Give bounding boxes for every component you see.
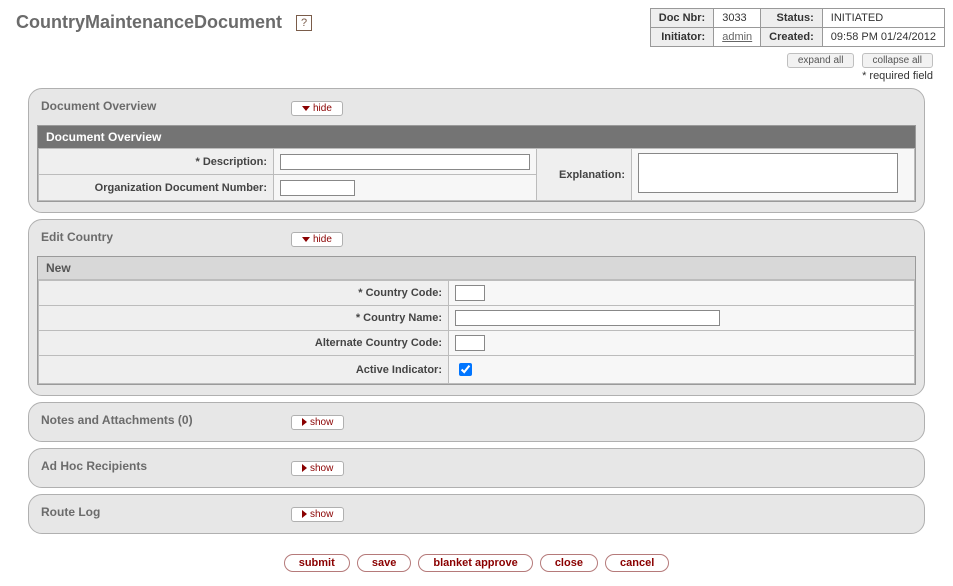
toggle-label: hide	[313, 103, 332, 114]
submit-button[interactable]: submit	[284, 554, 350, 572]
section-notes-attachments: Notes and Attachments (0) show	[28, 402, 925, 442]
chevron-right-icon	[302, 510, 307, 518]
required-asterisk: *	[358, 287, 362, 299]
chevron-right-icon	[302, 464, 307, 472]
alt-country-code-label: Alternate Country Code:	[315, 337, 442, 349]
toggle-label: show	[310, 463, 333, 474]
page-title-text: CountryMaintenanceDocument	[16, 12, 282, 33]
country-code-label: Country Code:	[366, 287, 442, 299]
section-edit-country: Edit Country hide New * Country Code:	[28, 219, 925, 396]
status-value: INITIATED	[822, 9, 944, 28]
required-asterisk: *	[195, 156, 199, 168]
section-adhoc-recipients: Ad Hoc Recipients show	[28, 448, 925, 488]
show-button-adhoc[interactable]: show	[291, 461, 344, 476]
description-input[interactable]	[280, 154, 530, 170]
action-button-row: submit save blanket approve close cancel	[28, 540, 925, 578]
org-doc-num-input[interactable]	[280, 180, 355, 196]
chevron-down-icon	[302, 106, 310, 111]
tab-title-route-log: Route Log	[41, 501, 291, 527]
toggle-label: show	[310, 417, 333, 428]
required-field-note: * required field	[8, 68, 945, 88]
tab-title-notes: Notes and Attachments (0)	[41, 409, 291, 435]
created-value: 09:58 PM 01/24/2012	[822, 28, 944, 47]
org-doc-num-label: Organization Document Number:	[95, 182, 267, 194]
initiator-label: Initiator:	[650, 28, 713, 47]
bar-new: New	[38, 257, 915, 280]
alt-country-code-input[interactable]	[455, 335, 485, 351]
country-name-input[interactable]	[455, 310, 720, 326]
tab-title-edit-country: Edit Country	[41, 226, 291, 252]
country-name-label: Country Name:	[363, 312, 442, 324]
created-label: Created:	[761, 28, 823, 47]
bar-document-overview: Document Overview	[38, 126, 915, 148]
active-indicator-checkbox[interactable]	[459, 363, 472, 376]
help-icon[interactable]: ?	[296, 15, 312, 31]
active-indicator-label: Active Indicator:	[356, 364, 442, 376]
expand-all-button[interactable]: expand all	[787, 53, 855, 68]
doc-nbr-value: 3033	[714, 9, 761, 28]
tab-title-document-overview: Document Overview	[41, 95, 291, 121]
cancel-button[interactable]: cancel	[605, 554, 669, 572]
section-route-log: Route Log show	[28, 494, 925, 534]
show-button-route-log[interactable]: show	[291, 507, 344, 522]
hide-button-document-overview[interactable]: hide	[291, 101, 343, 116]
description-label: Description:	[203, 156, 267, 168]
status-label: Status:	[761, 9, 823, 28]
toggle-label: show	[310, 509, 333, 520]
page-title: CountryMaintenanceDocument ?	[8, 8, 320, 37]
chevron-down-icon	[302, 237, 310, 242]
explanation-textarea[interactable]	[638, 153, 898, 193]
toggle-label: hide	[313, 234, 332, 245]
initiator-link[interactable]: admin	[722, 31, 752, 43]
required-asterisk: *	[356, 312, 360, 324]
blanket-approve-button[interactable]: blanket approve	[418, 554, 532, 572]
section-document-overview: Document Overview hide Document Overview…	[28, 88, 925, 213]
collapse-all-button[interactable]: collapse all	[862, 53, 933, 68]
doc-info-table: Doc Nbr: 3033 Status: INITIATED Initiato…	[650, 8, 945, 47]
explanation-label: Explanation:	[559, 169, 625, 181]
save-button[interactable]: save	[357, 554, 411, 572]
show-button-notes[interactable]: show	[291, 415, 344, 430]
tab-title-adhoc: Ad Hoc Recipients	[41, 455, 291, 481]
country-code-input[interactable]	[455, 285, 485, 301]
close-button[interactable]: close	[540, 554, 598, 572]
chevron-right-icon	[302, 418, 307, 426]
hide-button-edit-country[interactable]: hide	[291, 232, 343, 247]
doc-nbr-label: Doc Nbr:	[650, 9, 713, 28]
